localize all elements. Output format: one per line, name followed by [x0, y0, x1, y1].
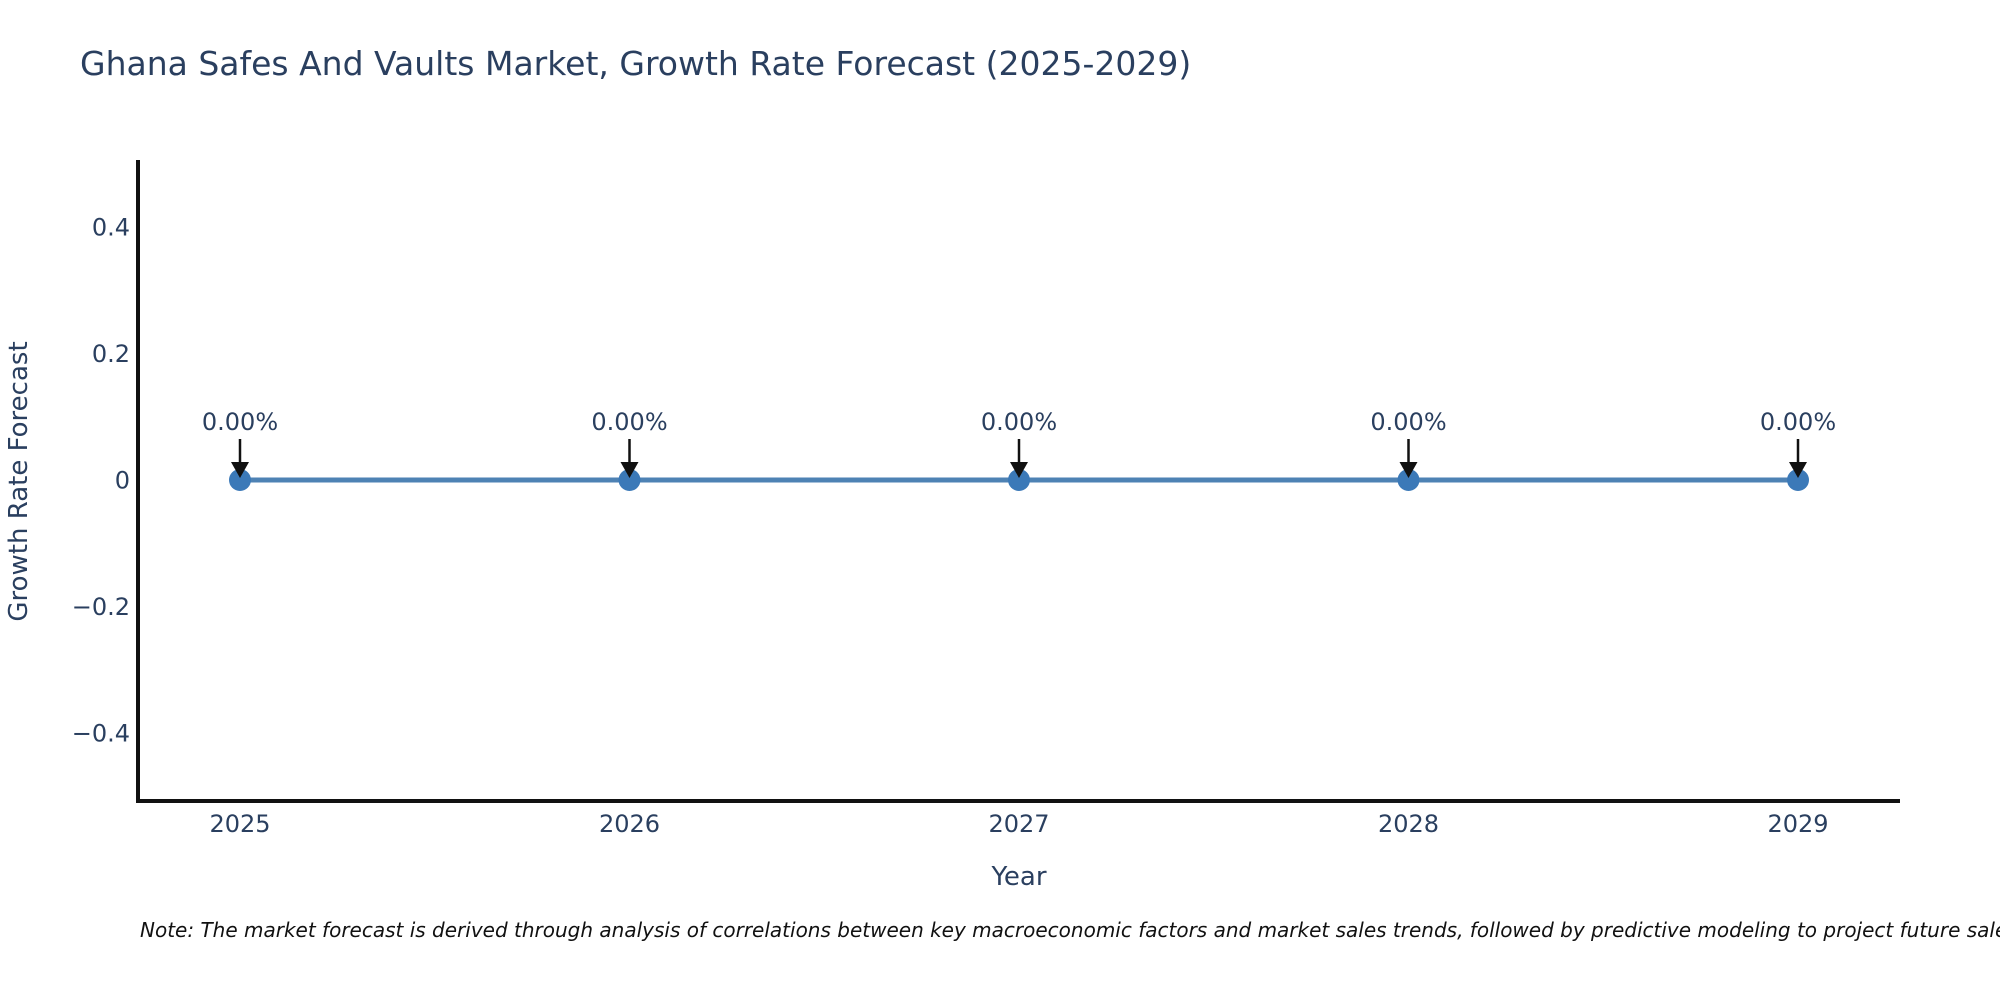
y-axis-title: Growth Rate Forecast — [4, 341, 34, 621]
chart-title: Ghana Safes And Vaults Market, Growth Ra… — [80, 44, 1192, 83]
annotation-arrowhead-icon — [231, 462, 249, 478]
footnote-text: Note: The market forecast is derived thr… — [140, 918, 2000, 942]
annotation-arrowhead-icon — [1010, 462, 1028, 478]
y-tick-label: −0.4 — [72, 720, 130, 748]
x-axis-title: Year — [990, 862, 1046, 892]
annotation-arrowhead-icon — [620, 462, 639, 478]
annotation-arrowhead-icon — [1789, 462, 1807, 478]
annotation-label: 0.00% — [1370, 408, 1446, 436]
annotation-arrowhead-icon — [1399, 462, 1418, 478]
data-point-marker[interactable] — [618, 469, 641, 491]
x-tick-label: 2025 — [209, 810, 270, 838]
annotation-label: 0.00% — [202, 408, 278, 436]
y-tick-label: 0.4 — [92, 213, 130, 241]
data-point-marker[interactable] — [1787, 469, 1809, 491]
y-tick-label: 0 — [115, 467, 130, 495]
x-tick-label: 2029 — [1767, 810, 1828, 838]
y-tick-label: −0.2 — [72, 593, 130, 621]
annotation-label: 0.00% — [981, 408, 1057, 436]
data-point-marker[interactable] — [1008, 469, 1030, 491]
x-tick-label: 2026 — [599, 810, 660, 838]
x-tick-label: 2027 — [988, 810, 1049, 838]
data-point-marker[interactable] — [1397, 469, 1420, 491]
data-point-marker[interactable] — [229, 469, 251, 491]
y-tick-label: 0.2 — [92, 340, 130, 368]
annotation-label: 0.00% — [591, 408, 667, 436]
annotation-label: 0.00% — [1760, 408, 1836, 436]
x-tick-label: 2028 — [1378, 810, 1439, 838]
